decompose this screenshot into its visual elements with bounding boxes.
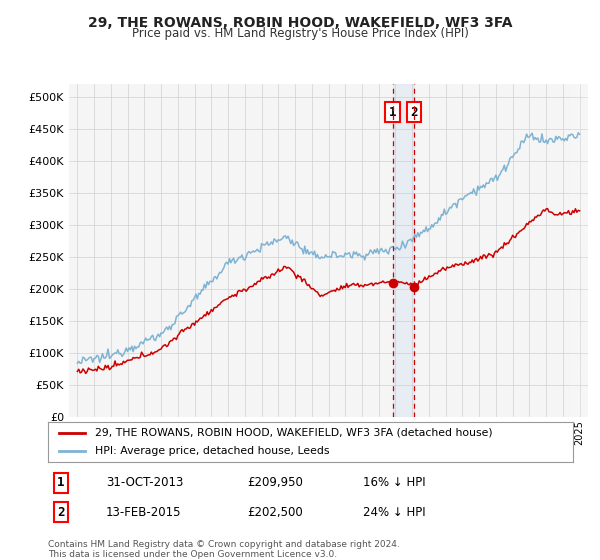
- Text: 16% ↓ HPI: 16% ↓ HPI: [363, 476, 425, 489]
- Text: 31-OCT-2013: 31-OCT-2013: [106, 476, 183, 489]
- Text: HPI: Average price, detached house, Leeds: HPI: Average price, detached house, Leed…: [95, 446, 330, 456]
- Text: 2: 2: [410, 106, 418, 119]
- Text: £202,500: £202,500: [248, 506, 303, 519]
- Text: 2: 2: [58, 506, 65, 519]
- Text: £209,950: £209,950: [248, 476, 304, 489]
- Text: Price paid vs. HM Land Registry's House Price Index (HPI): Price paid vs. HM Land Registry's House …: [131, 27, 469, 40]
- Text: 1: 1: [58, 476, 65, 489]
- Text: 24% ↓ HPI: 24% ↓ HPI: [363, 506, 425, 519]
- Bar: [571, 84, 588, 417]
- Text: 29, THE ROWANS, ROBIN HOOD, WAKEFIELD, WF3 3FA: 29, THE ROWANS, ROBIN HOOD, WAKEFIELD, W…: [88, 16, 512, 30]
- Text: 1: 1: [389, 106, 397, 119]
- Text: 13-FEB-2015: 13-FEB-2015: [106, 506, 181, 519]
- Text: Contains HM Land Registry data © Crown copyright and database right 2024.
This d: Contains HM Land Registry data © Crown c…: [48, 540, 400, 559]
- Bar: [392, 84, 414, 417]
- Text: 29, THE ROWANS, ROBIN HOOD, WAKEFIELD, WF3 3FA (detached house): 29, THE ROWANS, ROBIN HOOD, WAKEFIELD, W…: [95, 428, 493, 437]
